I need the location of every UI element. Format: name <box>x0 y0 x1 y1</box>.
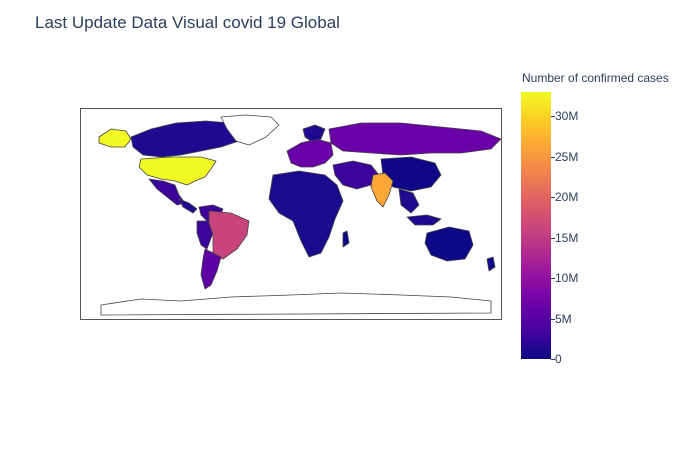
region-central-america[interactable] <box>178 198 198 214</box>
region-africa[interactable] <box>268 170 344 258</box>
region-argentina[interactable] <box>200 248 222 290</box>
colorbar-tickmark <box>551 359 555 360</box>
colorbar-tickmark <box>551 156 555 158</box>
region-antarctica <box>100 292 492 316</box>
region-brazil[interactable] <box>208 210 250 260</box>
colorbar-tick-label: 20M <box>555 190 579 205</box>
region-europe[interactable] <box>286 138 334 168</box>
region-greenland <box>220 114 280 146</box>
region-usa[interactable] <box>138 156 217 186</box>
region-alaska[interactable] <box>98 128 132 148</box>
colorbar-tickmark <box>551 237 555 239</box>
colorbar-title: Number of confirmed cases <box>522 71 669 85</box>
colorbar-tick-label: 5M <box>555 311 572 326</box>
region-russia[interactable] <box>328 122 502 156</box>
colorbar-tickmark <box>551 197 555 199</box>
region-southeast-asia[interactable] <box>398 188 420 214</box>
colorbar-tick-label: 30M <box>555 109 579 124</box>
colorbar-tickmark <box>551 318 555 320</box>
region-new-zealand[interactable] <box>486 256 496 272</box>
world-map[interactable] <box>80 108 502 320</box>
colorbar <box>521 92 551 359</box>
region-canada[interactable] <box>130 120 252 158</box>
colorbar-tickmark <box>551 278 555 280</box>
colorbar-tick-label: 25M <box>555 149 579 164</box>
world-map-svg <box>98 114 502 316</box>
region-scandinavia[interactable] <box>302 124 326 142</box>
colorbar-tick-label: 10M <box>555 271 579 286</box>
colorbar-tick-label: 0 <box>555 352 562 366</box>
colorbar-tick-label: 15M <box>555 230 579 245</box>
region-india[interactable] <box>370 172 394 208</box>
region-australia[interactable] <box>424 226 474 262</box>
colorbar-tickmark <box>551 116 555 118</box>
region-madagascar[interactable] <box>342 230 350 248</box>
region-indonesia[interactable] <box>406 214 442 226</box>
chart-title: Last Update Data Visual covid 19 Global <box>35 13 340 32</box>
